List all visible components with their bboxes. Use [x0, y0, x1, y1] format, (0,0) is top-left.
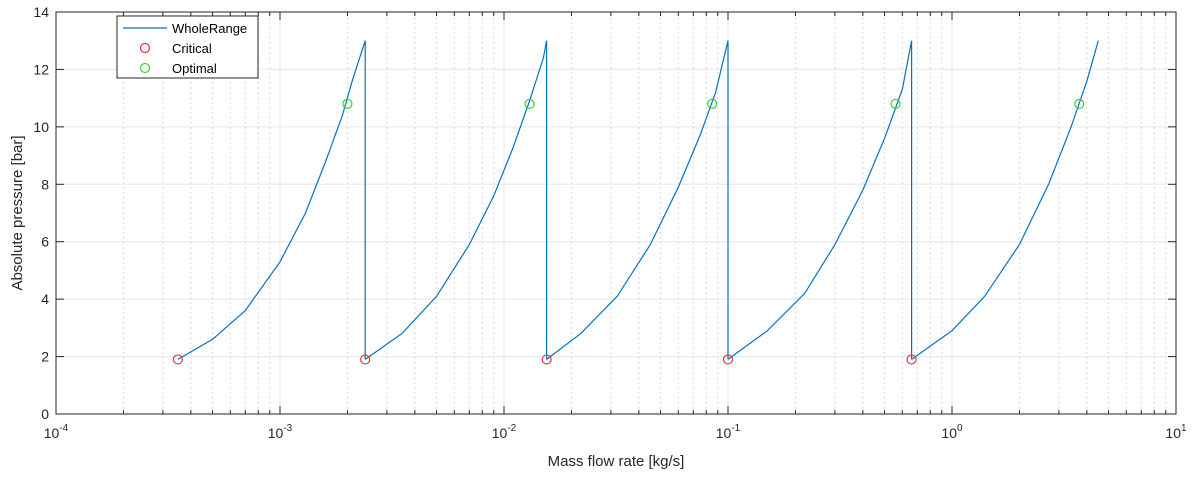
- series-line-wholerange: [727, 40, 913, 360]
- legend-marker-icon: [139, 62, 151, 74]
- legend: WholeRange Critical Optimal: [116, 15, 259, 79]
- y-tick-label: 4: [41, 291, 49, 307]
- y-tick-label: 8: [41, 176, 49, 192]
- marker-critical: [906, 354, 917, 365]
- marker-critical: [541, 354, 552, 365]
- legend-label: Optimal: [172, 61, 217, 76]
- x-tick-label: 101: [1165, 423, 1187, 441]
- marker-optimal: [890, 98, 901, 109]
- series-layer: [177, 40, 1099, 360]
- marker-optimal: [524, 98, 535, 109]
- y-tick-label: 2: [41, 349, 49, 365]
- marker-optimal: [342, 98, 353, 109]
- x-axis-ticks: 10-4 10-3 10-2 10-1 100 101: [44, 12, 1187, 441]
- x-axis-label: Mass flow rate [kg/s]: [548, 453, 685, 470]
- series-line-wholerange: [177, 40, 366, 360]
- y-axis-ticks: 0 2 4 6 8 10 12 14: [33, 4, 1176, 422]
- x-tick-label: 10-3: [268, 423, 293, 441]
- legend-marker-icon: [139, 42, 151, 54]
- series-line-wholerange: [911, 40, 1099, 360]
- x-tick-label: 10-4: [44, 423, 69, 441]
- y-tick-label: 14: [33, 4, 49, 20]
- series-line-wholerange: [364, 40, 548, 360]
- plot-area: [56, 12, 1176, 414]
- x-tick-label: 100: [941, 423, 963, 441]
- legend-label: Critical: [172, 41, 212, 56]
- marker-critical: [172, 354, 183, 365]
- y-axis-label: Absolute pressure [bar]: [9, 135, 26, 290]
- y-tick-label: 12: [33, 61, 49, 77]
- y-tick-label: 10: [33, 119, 49, 135]
- marker-optimal: [1074, 98, 1085, 109]
- x-tick-label: 10-2: [492, 423, 517, 441]
- marker-critical: [722, 354, 734, 365]
- y-tick-label: 6: [41, 234, 49, 250]
- marker-critical: [360, 354, 371, 365]
- marker-optimal: [707, 98, 718, 109]
- x-tick-label: 10-1: [716, 423, 741, 441]
- minor-grid: [122, 12, 1167, 414]
- axes-box: [55, 11, 1177, 415]
- series-line-wholerange: [546, 40, 729, 360]
- markers-layer: [172, 98, 1085, 365]
- legend-label: WholeRange: [172, 21, 247, 36]
- y-tick-label: 0: [41, 406, 49, 422]
